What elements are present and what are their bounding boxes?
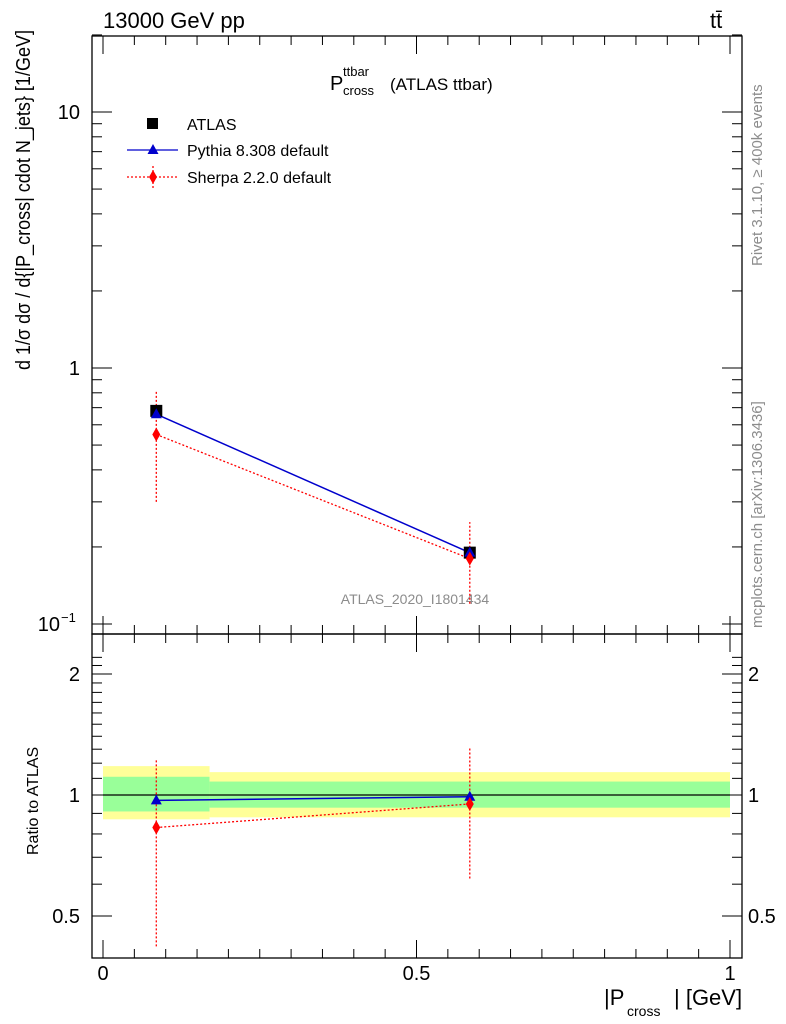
rivet-version-label: Rivet 3.1.10, ≥ 400k events — [749, 84, 766, 266]
sherpa-line — [156, 433, 471, 560]
y-tick-label: 10 — [58, 102, 80, 124]
energy-label: 13000 GeV pp — [103, 8, 245, 33]
y-tick-label: 1 — [69, 358, 80, 380]
legend: ATLAS Pythia 8.308 default Sherpa 2.2.0 … — [127, 117, 332, 188]
y-axis-label-main-text: d 1/σ dσ / d{|P_cross| cdot N_jets} [1/G… — [13, 30, 35, 370]
ratio-tick-label-right: 1 — [748, 785, 759, 807]
plot-title: P ttbar cross (ATLAS ttbar) — [330, 64, 493, 98]
sherpa-ratio-point — [152, 820, 161, 835]
ratio-tick-label: 1 — [69, 785, 80, 807]
x-tick-label: 0 — [97, 963, 108, 985]
x-tick-label: 0.5 — [403, 963, 431, 985]
title-subscript: cross — [343, 83, 375, 98]
title-suffix: (ATLAS ttbar) — [390, 75, 493, 94]
legend-label-atlas: ATLAS — [187, 117, 237, 134]
ratio-tick-label: 2 — [69, 664, 80, 686]
x-axis-label-main: |P — [604, 985, 624, 1010]
ratio-tick-label: 0.5 — [52, 906, 80, 928]
pythia-line — [155, 413, 471, 554]
process-label: tt̄ — [710, 8, 722, 33]
pythia-data-point — [464, 546, 476, 557]
y-tick-label-exponent: −1 — [61, 610, 76, 625]
ratio-tick-label-right: 0.5 — [748, 906, 776, 928]
y-tick-label: 10 — [38, 614, 60, 636]
analysis-watermark: ATLAS_2020_I1801434 — [341, 591, 490, 607]
title-main: P — [330, 73, 343, 95]
legend-marker-sherpa — [149, 170, 157, 184]
y-axis-label-main: d 1/σ dσ / d{|P_cross| cdot N_jets} [1/G… — [13, 30, 35, 370]
ratio-tick-label-right: 2 — [748, 664, 759, 686]
legend-label-sherpa: Sherpa 2.2.0 default — [187, 170, 332, 187]
x-tick-label: 1 — [724, 963, 735, 985]
series-layer — [150, 390, 476, 947]
pythia-data-point — [150, 408, 162, 419]
x-axis-label: |P cross | [GeV] — [604, 985, 742, 1019]
title-superscript: ttbar — [343, 64, 370, 79]
x-axis-label-unit: | [GeV] — [674, 985, 742, 1010]
sherpa-ratio-point — [465, 796, 474, 811]
legend-marker-atlas — [147, 118, 158, 129]
mcplots-label: mcplots.cern.ch [arXiv:1306.3436] — [749, 401, 766, 628]
ratio-bands — [103, 766, 731, 820]
pythia-ratio-point — [150, 794, 162, 805]
sherpa-data-point — [465, 551, 474, 566]
sherpa-data-point — [152, 427, 161, 442]
legend-marker-pythia — [147, 144, 159, 154]
legend-label-pythia: Pythia 8.308 default — [187, 143, 329, 160]
y-axis-label-ratio: Ratio to ATLAS — [25, 747, 42, 855]
sherpa-ratio-line — [156, 803, 470, 829]
x-axis-label-sub: cross — [627, 1003, 660, 1019]
pythia-ratio-point — [464, 790, 476, 801]
pythia-ratio-line — [156, 796, 470, 802]
